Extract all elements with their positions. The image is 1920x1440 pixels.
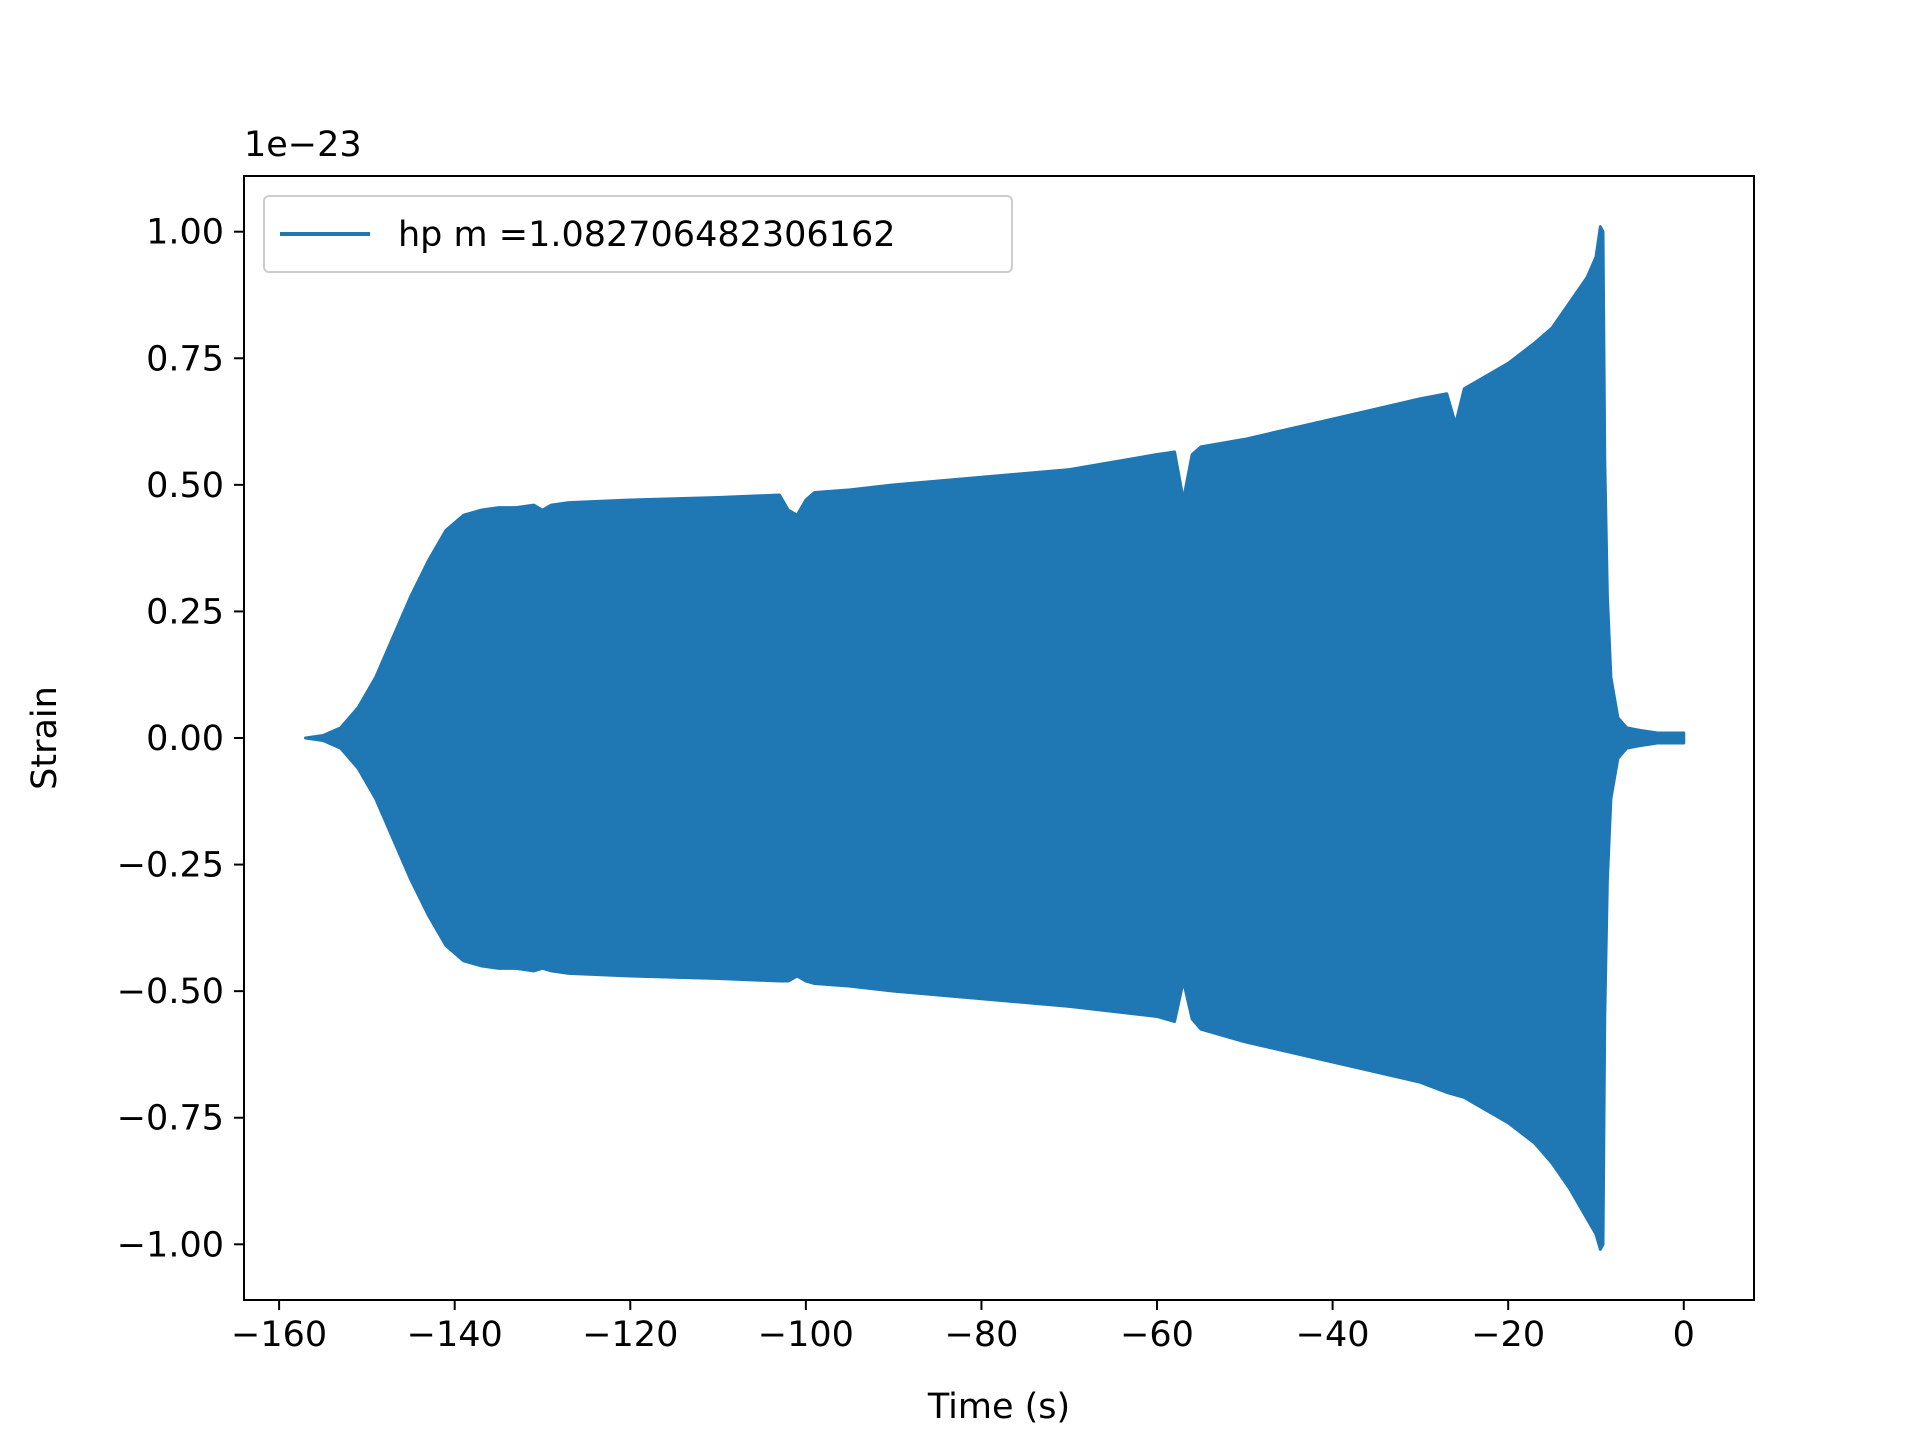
x-tick-label: −140 — [407, 1315, 503, 1355]
legend: hp m =1.082706482306162 — [263, 195, 1013, 273]
legend-frame — [263, 195, 1013, 273]
y-tick-label: −0.25 — [117, 846, 224, 886]
series-hp-waveform — [303, 225, 1686, 1251]
x-tick-label: −60 — [1120, 1315, 1194, 1355]
x-axis-label: Time (s) — [927, 1387, 1070, 1427]
legend-label: hp m =1.082706482306162 — [398, 215, 896, 255]
y-axis-label: Strain — [25, 686, 65, 790]
x-tick-label: −160 — [231, 1315, 327, 1355]
x-tick-label: −20 — [1471, 1315, 1545, 1355]
y-tick-label: 0.00 — [146, 719, 224, 759]
y-tick-label: 0.75 — [146, 339, 224, 379]
y-tick-label: 1.00 — [146, 213, 224, 253]
y-axis-ticks: 1.00 0.75 0.50 0.25 0.00 −0.25 −0.50 −0.75 −1.00 — [117, 213, 244, 1265]
y-axis-offset-text: 1e−23 — [244, 125, 362, 165]
y-tick-label: −1.00 — [117, 1225, 224, 1265]
x-tick-label: −100 — [758, 1315, 854, 1355]
x-tick-label: −120 — [582, 1315, 678, 1355]
x-tick-label: 0 — [1673, 1315, 1695, 1355]
y-tick-label: 0.50 — [146, 466, 224, 506]
y-tick-label: 0.25 — [146, 592, 224, 632]
x-axis-ticks: −160 −140 −120 −100 −80 −60 −40 −20 0 — [231, 1300, 1695, 1355]
plot-area — [243, 175, 1755, 1301]
x-tick-label: −80 — [945, 1315, 1019, 1355]
y-tick-label: −0.50 — [117, 972, 224, 1012]
y-tick-label: −0.75 — [117, 1099, 224, 1139]
x-tick-label: −40 — [1296, 1315, 1370, 1355]
